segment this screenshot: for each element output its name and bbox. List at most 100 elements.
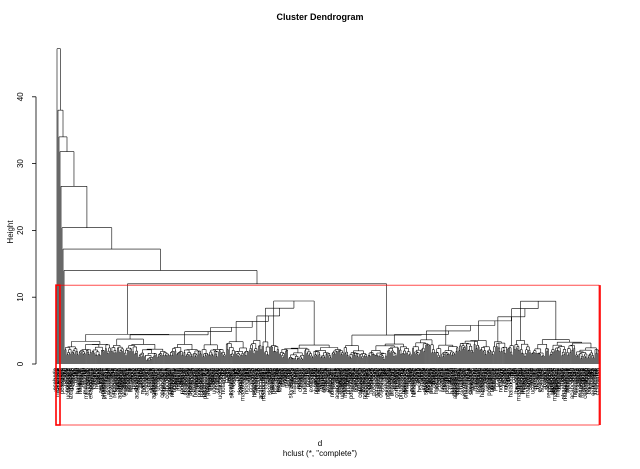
leaf-label: exabcdef xyxy=(321,368,327,393)
leaf-label: cora xyxy=(233,367,239,379)
leaf-label: helab xyxy=(396,367,402,382)
leaf-label: maabc xyxy=(344,368,350,386)
leaf-label: exabcde xyxy=(208,367,214,390)
leaf-label: maabc xyxy=(407,368,413,386)
leaf-label: posab xyxy=(506,367,512,384)
leaf-labels: ccabcdemineabcmineabcderecabcdeacabcposa… xyxy=(53,367,602,401)
leaf-label: noiabcdefg xyxy=(573,368,579,397)
leaf-label: noiabcdefg xyxy=(170,368,176,397)
leaf-label: hal xyxy=(214,368,220,376)
leaf-label: uco xyxy=(256,367,262,377)
leaf-label: exabcdefgh xyxy=(88,368,94,399)
leaf-label: noiabc xyxy=(475,368,481,386)
leaf-label: pos xyxy=(64,368,70,378)
leaf-label: ivua xyxy=(159,367,165,379)
leaf-label: minea xyxy=(526,367,532,384)
leaf-label: recabc xyxy=(63,368,69,386)
leaf-label: recabcd xyxy=(523,368,529,389)
leaf-label: posa xyxy=(415,367,421,381)
leaf-label: noi xyxy=(472,368,478,376)
leaf-label: exabcdefg xyxy=(376,368,382,396)
leaf-label: corab xyxy=(482,367,488,383)
leaf-label: ccabcde xyxy=(323,367,329,390)
leaf-label: skyabcdef xyxy=(237,368,243,395)
leaf-label: skyab xyxy=(333,367,339,383)
leaf-label: mineabc xyxy=(518,368,524,391)
leaf-label: exabcdefgh xyxy=(69,368,75,399)
leaf-label: ucoabcdefg xyxy=(108,368,114,399)
leaf-label: phaabcde xyxy=(314,367,320,394)
leaf-label: halabcdefg xyxy=(412,368,418,397)
leaf-label: lbsabcd xyxy=(543,368,549,389)
leaf-label: ivuabc xyxy=(522,368,528,385)
leaf-label: helabc xyxy=(91,368,97,386)
leaf-label: ivuabcdef xyxy=(368,368,374,394)
leaf-label: corab xyxy=(210,367,216,383)
leaf-label: ccabcdefgh xyxy=(165,368,171,399)
leaf-label: skyabc xyxy=(577,368,583,387)
leaf-label: skya xyxy=(242,367,248,380)
leaf-label: exabc xyxy=(294,368,300,384)
leaf-label: noi xyxy=(220,368,226,376)
y-tick-label-40: 40 xyxy=(16,92,25,101)
leaf-label: maabcdefg xyxy=(464,368,470,398)
leaf-label: lbsa xyxy=(433,367,439,379)
leaf-label: ivuabcd xyxy=(230,368,236,389)
y-tick-label-10: 10 xyxy=(16,292,25,301)
leaf-label: hela xyxy=(293,367,299,379)
leaf-label: pha xyxy=(535,367,541,378)
leaf-label: lbsa xyxy=(347,367,353,379)
leaf-label: ccabcdefg xyxy=(455,368,461,395)
leaf-label: posabcde xyxy=(429,367,435,394)
leaf-label: acab xyxy=(488,367,494,381)
leaf-label: skya xyxy=(260,367,266,380)
leaf-label: corabcdefg xyxy=(160,368,166,398)
leaf-label: recabcdefg xyxy=(547,368,553,398)
leaf-label: minea xyxy=(279,367,285,384)
leaf-label: corabc xyxy=(284,368,290,386)
leaf-label: ccabcdefg xyxy=(183,368,189,395)
leaf-label: cora xyxy=(267,367,273,379)
leaf-label: recabcde xyxy=(136,367,142,392)
leaf-label: helabcd xyxy=(442,368,448,389)
leaf-label: maabcdefg xyxy=(579,368,585,398)
leaf-label: posabcde xyxy=(272,367,278,394)
leaf-label: recabc xyxy=(584,368,590,386)
leaf-label: noiabcdefg xyxy=(197,368,203,397)
leaf-label: recabcde xyxy=(428,367,434,392)
leaf-label: phaa xyxy=(580,367,586,381)
leaf-label: exa xyxy=(92,367,98,377)
leaf-label: ccabcdef xyxy=(548,368,554,392)
leaf-label: noiabcde xyxy=(172,367,178,392)
leaf-label: ccabcdefg xyxy=(595,368,601,395)
leaf-label: maabcdef xyxy=(83,368,89,395)
leaf-label: lbsabc xyxy=(211,368,217,385)
leaf-label: skyabcd xyxy=(120,368,126,390)
leaf-label: lbsabcdef xyxy=(359,368,365,394)
leaf-label: phaabcd xyxy=(126,368,132,391)
leaf-label: uco xyxy=(148,367,154,377)
leaf-label: maabcde xyxy=(255,367,261,392)
leaf-label: hela xyxy=(166,367,172,379)
leaf-label: corabcdef xyxy=(587,368,593,395)
leaf-label: ucoab xyxy=(568,367,574,384)
leaf-label: corabcdefg xyxy=(395,368,401,398)
leaf-label: lbsabcdef xyxy=(514,368,520,394)
leaf-label: acabc xyxy=(447,368,453,384)
leaf-label: cora xyxy=(589,367,595,379)
leaf-label: helabcde xyxy=(276,367,282,392)
leaf-label: recabcdefg xyxy=(112,368,118,398)
leaf-label: maab xyxy=(500,367,506,383)
leaf-label: corabcdef xyxy=(468,368,474,395)
leaf-label: posabcde xyxy=(187,367,193,394)
leaf-label: cora xyxy=(409,367,415,379)
leaf-label: mine xyxy=(496,367,502,381)
leaf-label: lbsabcdef xyxy=(476,368,482,394)
leaf-label: ucoa xyxy=(414,367,420,381)
leaf-label: phaa xyxy=(444,367,450,381)
leaf-label: maabcd xyxy=(90,368,96,389)
leaf-label: mineabc xyxy=(473,368,479,391)
leaf-label: lbsabcde xyxy=(342,367,348,392)
leaf-label: aca xyxy=(225,367,231,377)
leaf-label: acabcde xyxy=(149,367,155,390)
